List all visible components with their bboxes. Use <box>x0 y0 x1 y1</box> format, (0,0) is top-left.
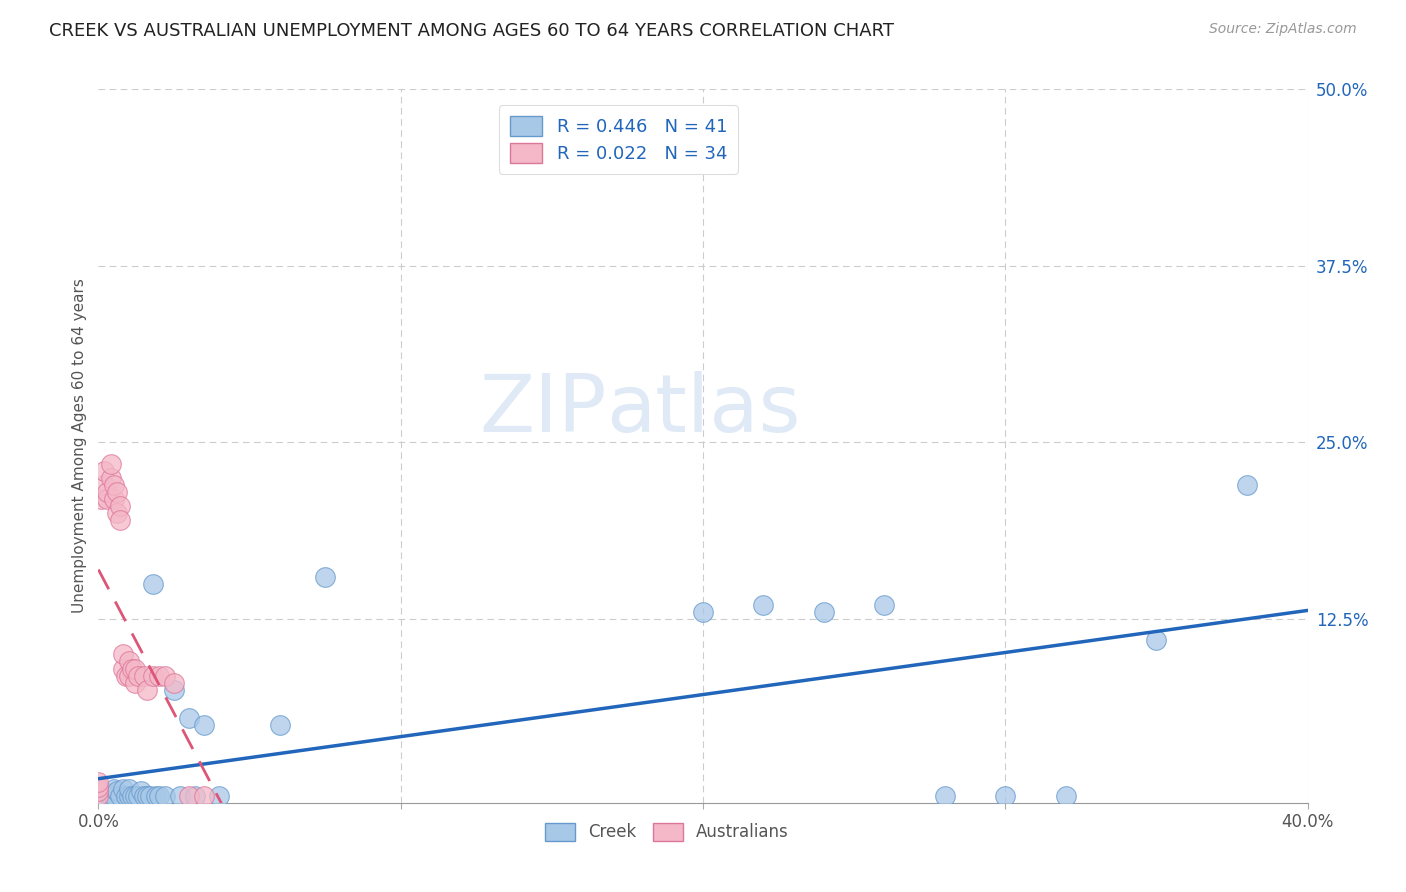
Point <box>93 464 115 478</box>
Point <box>87 780 110 795</box>
Point <box>752 598 775 612</box>
Point <box>100 457 122 471</box>
Point <box>118 668 141 682</box>
Point <box>108 513 131 527</box>
Point <box>934 789 956 803</box>
Point <box>100 471 122 485</box>
Point <box>87 784 110 798</box>
Text: CREEK VS AUSTRALIAN UNEMPLOYMENT AMONG AGES 60 TO 64 YEARS CORRELATION CHART: CREEK VS AUSTRALIAN UNEMPLOYMENT AMONG A… <box>49 22 894 40</box>
Point <box>96 491 118 506</box>
Point <box>87 789 110 803</box>
Point <box>132 668 155 682</box>
Point <box>103 491 125 506</box>
Point <box>100 789 122 803</box>
Point <box>208 789 231 803</box>
Point <box>124 675 146 690</box>
Point <box>105 784 128 798</box>
Point <box>127 668 149 682</box>
Point <box>148 789 170 803</box>
Point <box>118 781 141 796</box>
Point <box>1054 789 1077 803</box>
Point <box>124 662 146 676</box>
Point <box>87 789 110 803</box>
Point <box>193 718 215 732</box>
Point <box>111 648 134 662</box>
Point <box>163 675 186 690</box>
Point <box>103 781 125 796</box>
Point <box>90 491 112 506</box>
Point <box>96 484 118 499</box>
Point <box>142 668 165 682</box>
Point <box>108 499 131 513</box>
Point <box>153 789 176 803</box>
Point <box>103 789 125 803</box>
Point <box>169 789 191 803</box>
Point <box>121 662 143 676</box>
Point <box>163 682 186 697</box>
Point <box>1236 478 1258 492</box>
Point <box>179 789 201 803</box>
Point <box>121 789 143 803</box>
Point <box>135 789 157 803</box>
Y-axis label: Unemployment Among Ages 60 to 64 years: Unemployment Among Ages 60 to 64 years <box>72 278 87 614</box>
Point <box>87 774 110 789</box>
Point <box>193 789 215 803</box>
Point <box>114 668 136 682</box>
Point <box>129 784 152 798</box>
Point <box>105 484 128 499</box>
Point <box>135 682 157 697</box>
Point <box>692 605 714 619</box>
Point <box>105 506 128 520</box>
Text: Source: ZipAtlas.com: Source: ZipAtlas.com <box>1209 22 1357 37</box>
Point <box>142 576 165 591</box>
Point <box>93 789 115 803</box>
Legend: Creek, Australians: Creek, Australians <box>538 816 796 848</box>
Point <box>108 789 131 803</box>
Point <box>148 668 170 682</box>
Point <box>314 570 336 584</box>
Point <box>873 598 896 612</box>
Point <box>124 789 146 803</box>
Point <box>111 781 134 796</box>
Point <box>1144 633 1167 648</box>
Point <box>184 789 207 803</box>
Point <box>145 789 167 803</box>
Point <box>93 478 115 492</box>
Point <box>994 789 1017 803</box>
Point <box>132 789 155 803</box>
Text: ZIP: ZIP <box>479 371 606 450</box>
Point <box>118 789 141 803</box>
Point <box>269 718 291 732</box>
Point <box>179 711 201 725</box>
Point <box>103 478 125 492</box>
Point <box>139 789 162 803</box>
Point <box>114 789 136 803</box>
Point <box>813 605 835 619</box>
Text: atlas: atlas <box>606 371 800 450</box>
Point <box>87 781 110 796</box>
Point <box>96 786 118 800</box>
Point <box>153 668 176 682</box>
Point <box>118 655 141 669</box>
Point <box>127 789 149 803</box>
Point <box>111 662 134 676</box>
